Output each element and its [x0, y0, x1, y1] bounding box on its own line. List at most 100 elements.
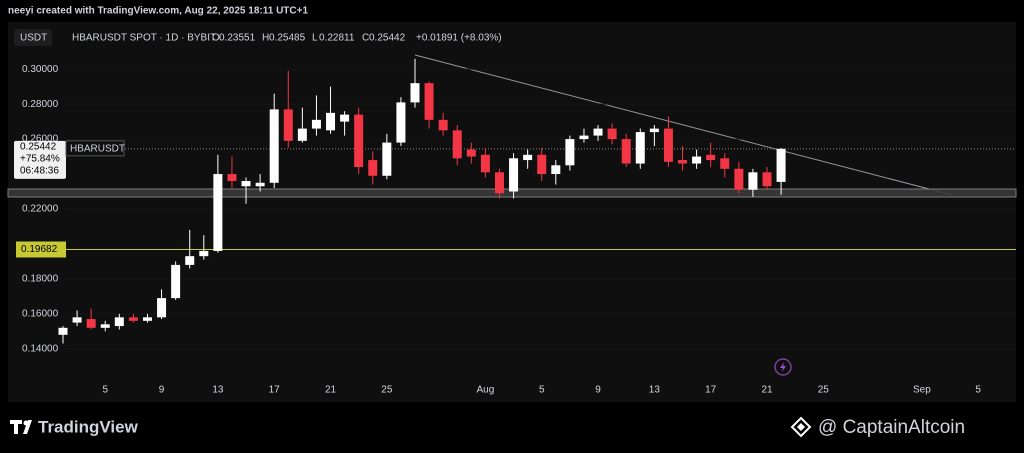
x-tick-label: 5: [102, 385, 108, 396]
candle-body: [706, 154, 716, 161]
legend-key: O: [212, 33, 220, 44]
candle-body: [523, 154, 533, 161]
y-tick-label: 0.18000: [22, 274, 59, 285]
x-tick-label: Sep: [913, 385, 931, 396]
x-tick-label: 17: [705, 385, 717, 396]
candle-body: [734, 168, 744, 190]
legend-box: [66, 29, 506, 46]
candle-body: [396, 102, 406, 143]
candle-body: [607, 128, 617, 140]
x-tick-label: 25: [818, 385, 830, 396]
currency: USDT: [20, 33, 47, 44]
candle-body: [480, 154, 490, 173]
legend-key: L: [312, 33, 318, 44]
candle-body: [663, 128, 673, 162]
x-tick-label: 13: [649, 385, 661, 396]
candle-body: [157, 298, 167, 318]
y-tick-label: 0.14000: [22, 343, 59, 354]
candle-body: [185, 256, 195, 265]
candle-body: [269, 109, 279, 183]
candle-body: [593, 128, 603, 136]
x-tick-label: Aug: [477, 385, 495, 396]
chart-panel: [8, 22, 1016, 402]
candle-body: [227, 174, 237, 182]
legend-key: C: [362, 33, 369, 44]
y-tick-label: 0.26000: [22, 134, 59, 145]
candle-body: [368, 160, 378, 176]
x-tick-label: 21: [761, 385, 773, 396]
candle-body: [283, 109, 293, 141]
candle-body: [776, 148, 786, 182]
legend-change: +0.01891 (+8.03%): [416, 33, 502, 44]
level-label: 0.19682: [21, 244, 58, 255]
candle-body: [142, 317, 152, 321]
candle-body: [621, 139, 631, 164]
x-tick-label: 9: [159, 385, 165, 396]
x-tick-label: 5: [975, 385, 981, 396]
candle-body: [58, 327, 68, 335]
x-tick-label: 9: [595, 385, 601, 396]
candle-body: [213, 174, 223, 251]
symbol-info: HBARUSDT SPOT · 1D · BYBIT: [72, 33, 216, 44]
y-tick-label: 0.16000: [22, 308, 59, 319]
candle-body: [86, 319, 96, 328]
candle-body: [579, 135, 589, 140]
candle-body: [720, 158, 730, 169]
legend: O 0.23551 H 0.25485 L 0.22811 C 0.25442 +0.01891…: [212, 33, 502, 44]
candle-body: [494, 172, 504, 194]
candle-body: [100, 324, 110, 328]
candle-body: [678, 160, 688, 164]
symbol-label-box: [65, 140, 125, 157]
candle-body: [72, 317, 82, 323]
price-change-label: +75.84%: [20, 153, 60, 164]
candle-body: [509, 158, 519, 192]
candle-body: [551, 165, 561, 175]
level-label-box: [16, 241, 66, 258]
y-tick-label: 0.28000: [22, 99, 59, 110]
currency-box: [14, 29, 52, 46]
credit: @ CaptainAltcoin: [818, 417, 965, 438]
candle-body: [114, 317, 124, 327]
candle-body: [171, 264, 181, 299]
legend-value: 0.22811: [319, 33, 355, 44]
x-tick-label: 17: [269, 385, 281, 396]
captain-logo: [790, 416, 812, 438]
candle-body: [438, 119, 448, 131]
candle-body: [692, 156, 702, 164]
x-tick-label: 13: [212, 385, 224, 396]
candle-body: [452, 130, 462, 159]
candle-body: [762, 172, 772, 187]
candle-body: [424, 83, 434, 120]
tradingview-logo: [10, 420, 32, 434]
candle-body: [340, 114, 350, 122]
legend-value: 0.25442: [369, 33, 406, 44]
countdown-label: 06:48:36: [20, 165, 59, 176]
legend-value: 0.25485: [269, 33, 306, 44]
price-label: 0.25442: [20, 141, 57, 152]
chart-title: neeyi created with TradingView.com, Aug …: [8, 6, 308, 17]
x-tick-label: 25: [381, 385, 393, 396]
candle-body: [199, 250, 209, 257]
candle-body: [748, 172, 758, 190]
symbol-label: HBARUSDT: [70, 143, 125, 154]
candle-body: [297, 128, 307, 141]
candle-body: [565, 139, 575, 166]
price-label-box: [14, 140, 66, 179]
watermark: TradingView: [38, 417, 139, 436]
candle-body: [255, 182, 265, 187]
candle-body: [326, 112, 336, 131]
lightning-icon: [774, 358, 792, 376]
candle-body: [635, 132, 645, 164]
candle-body: [410, 83, 420, 103]
candle-body: [537, 154, 547, 175]
trendline: [414, 54, 953, 196]
candle-body: [354, 114, 364, 168]
y-tick-label: 0.22000: [22, 204, 59, 215]
candle-body: [649, 128, 659, 133]
y-tick-label: 0.30000: [22, 64, 59, 75]
candle-body: [241, 181, 251, 187]
x-tick-label: 5: [539, 385, 545, 396]
candle-body: [382, 142, 392, 176]
candle-body: [311, 119, 321, 129]
